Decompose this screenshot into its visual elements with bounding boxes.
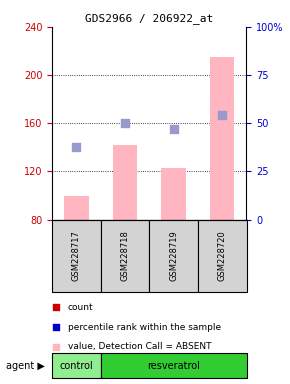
Text: rank, Detection Call = ABSENT: rank, Detection Call = ABSENT bbox=[68, 362, 206, 371]
Point bbox=[171, 126, 176, 132]
FancyBboxPatch shape bbox=[101, 353, 246, 378]
Text: GSM228720: GSM228720 bbox=[218, 230, 227, 281]
FancyBboxPatch shape bbox=[198, 220, 246, 292]
Text: value, Detection Call = ABSENT: value, Detection Call = ABSENT bbox=[68, 342, 211, 351]
Text: resveratrol: resveratrol bbox=[147, 361, 200, 371]
Bar bbox=[210, 57, 234, 220]
FancyBboxPatch shape bbox=[52, 353, 101, 378]
FancyBboxPatch shape bbox=[101, 220, 149, 292]
Text: count: count bbox=[68, 303, 93, 312]
Bar bbox=[64, 195, 89, 220]
Bar bbox=[162, 168, 186, 220]
Text: GSM228718: GSM228718 bbox=[121, 230, 130, 281]
Text: agent ▶: agent ▶ bbox=[6, 361, 45, 371]
Point bbox=[74, 144, 79, 151]
Text: percentile rank within the sample: percentile rank within the sample bbox=[68, 323, 221, 332]
FancyBboxPatch shape bbox=[52, 220, 101, 292]
Text: GSM228719: GSM228719 bbox=[169, 230, 178, 281]
FancyBboxPatch shape bbox=[149, 220, 198, 292]
Point bbox=[182, 239, 187, 245]
Point bbox=[220, 112, 224, 118]
Text: GSM228717: GSM228717 bbox=[72, 230, 81, 281]
Bar bbox=[113, 145, 137, 220]
Title: GDS2966 / 206922_at: GDS2966 / 206922_at bbox=[85, 13, 213, 24]
Point bbox=[182, 63, 187, 69]
Point bbox=[123, 120, 127, 126]
Text: control: control bbox=[60, 361, 93, 371]
